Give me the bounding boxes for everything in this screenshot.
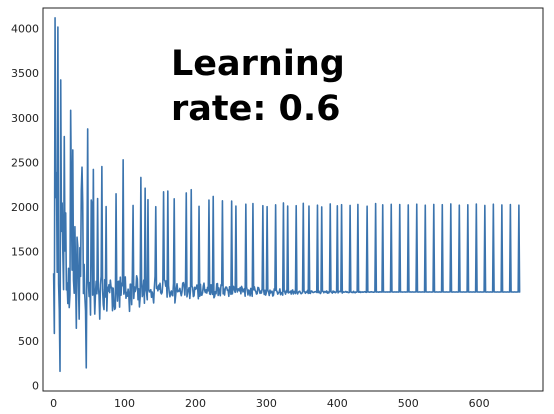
x-axis-ticks: 0 100 200 300 400 500 600	[50, 397, 490, 410]
x-tick-label: 400	[327, 397, 348, 410]
y-tick-label: 3500	[11, 67, 39, 80]
y-tick-label: 3000	[11, 112, 39, 125]
y-tick-label: 1500	[11, 246, 39, 259]
x-tick-label: 300	[256, 397, 277, 410]
y-tick-label: 500	[18, 335, 39, 348]
x-tick-label: 600	[469, 397, 490, 410]
y-axis-ticks: 0 500 1000 1500 2000 2500 3000 3500 4000	[11, 23, 39, 393]
annotation-line-1: Learning	[171, 44, 345, 84]
y-tick-label: 0	[32, 380, 39, 393]
y-tick-label: 2500	[11, 156, 39, 169]
x-tick-label: 0	[50, 397, 57, 410]
x-tick-label: 200	[185, 397, 206, 410]
series-line	[52, 17, 521, 373]
y-tick-label: 1000	[11, 290, 39, 303]
x-tick-label: 500	[398, 397, 419, 410]
plot-frame	[42, 7, 544, 392]
y-tick-label: 4000	[11, 23, 39, 36]
annotation-line-2: rate: 0.6	[171, 89, 341, 129]
y-tick-label: 2000	[11, 201, 39, 214]
x-tick-label: 100	[114, 397, 135, 410]
